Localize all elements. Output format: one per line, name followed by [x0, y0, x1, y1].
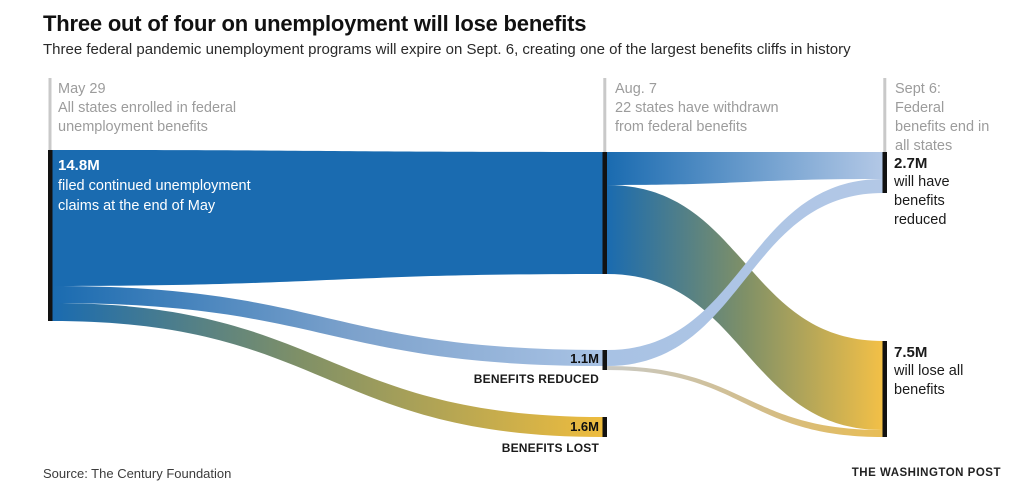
sankey-diagram — [48, 78, 887, 437]
stage-date: Sept 6: — [895, 81, 941, 97]
stage-header-aug: Aug. 7 22 states have withdrawn from fed… — [615, 80, 779, 137]
node-bar-aug-enrolled — [602, 152, 607, 274]
value-label: 2.7M — [894, 155, 928, 172]
value-label-benefits-lost-aug: 1.6M — [570, 419, 599, 434]
node-bar-sept-reduced — [882, 152, 887, 193]
flow-reduced-aug-to-reduced-sept — [607, 179, 883, 366]
node-bar-sept-lost — [882, 341, 887, 437]
label-benefits-reduced-sept: 2.7M will have benefits reduced — [894, 154, 1004, 230]
stage-date: May 29 — [58, 81, 106, 97]
label-lose-all-benefits-sept: 7.5M will lose all benefits — [894, 343, 1004, 400]
stage-date: Aug. 7 — [615, 81, 657, 97]
chart-subtitle: Three federal pandemic unemployment prog… — [43, 41, 851, 58]
stage-desc-line: All states enrolled in federal — [58, 100, 237, 116]
node-bar-aug-lost — [602, 417, 607, 437]
stage-desc-line: Federal — [895, 100, 945, 116]
value-label: 7.5M — [894, 344, 928, 361]
value-label: 14.8M — [58, 157, 100, 174]
stage-desc-line: benefits end in — [895, 119, 990, 135]
source-credit: Source: The Century Foundation — [43, 466, 232, 481]
label-desc-line: will lose all — [894, 363, 964, 379]
label-desc-line: benefits — [894, 382, 945, 398]
stage-desc-line: 22 states have withdrawn — [615, 100, 779, 116]
stage-header-may: May 29 All states enrolled in federal un… — [58, 80, 236, 137]
flow-may-to-benefits-lost — [52, 303, 603, 437]
chart-title: Three out of four on unemployment will l… — [43, 11, 587, 36]
flow-aug-to-reduced-sept — [607, 152, 883, 185]
value-label-benefits-reduced-aug: 1.1M — [570, 351, 599, 366]
flow-aug-to-lost-sept — [607, 185, 883, 430]
node-bar-may-total — [48, 150, 53, 321]
node-bar-aug-reduced — [602, 350, 607, 370]
stage-desc-line: from federal benefits — [615, 119, 748, 135]
stage-header-sept: Sept 6: Federal benefits end in all stat… — [895, 80, 1015, 156]
caption-benefits-reduced: BENEFITS REDUCED — [473, 372, 599, 386]
label-desc-line: will have — [894, 174, 950, 190]
label-desc-line: reduced — [894, 212, 947, 228]
publisher-credit: THE WASHINGTON POST — [851, 467, 1001, 479]
flow-continuing-may-to-aug — [52, 150, 603, 286]
label-desc-line: filed continued unemployment — [58, 178, 251, 194]
caption-benefits-lost: BENEFITS LOST — [501, 441, 599, 455]
label-total-claims: 14.8M filed continued unemployment claim… — [58, 156, 251, 216]
flow-reduced-aug-to-lost-sept — [607, 366, 883, 437]
label-desc-line: benefits — [894, 193, 945, 209]
flow-may-to-benefits-reduced — [52, 286, 603, 366]
label-desc-line: claims at the end of May — [58, 198, 216, 214]
stage-desc-line: unemployment benefits — [58, 119, 208, 135]
stage-desc-line: all states — [895, 138, 953, 154]
